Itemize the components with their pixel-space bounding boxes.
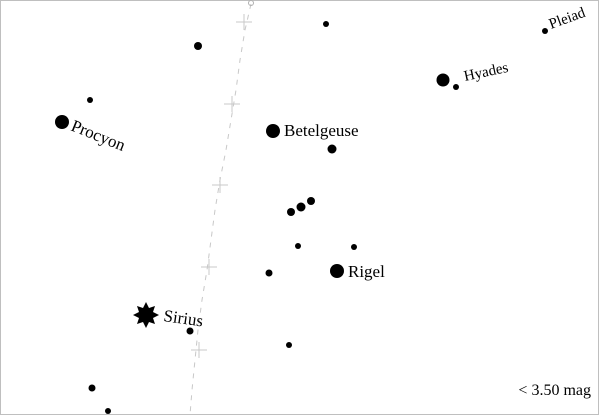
star-pleiades[interactable] bbox=[542, 28, 548, 34]
star[interactable] bbox=[87, 97, 93, 103]
star[interactable] bbox=[89, 385, 96, 392]
label-procyon: Procyon bbox=[69, 116, 129, 155]
label-hyades: Hyades bbox=[463, 60, 510, 85]
star-bellatrix[interactable] bbox=[328, 145, 337, 154]
star-sirius[interactable] bbox=[133, 302, 159, 328]
label-rigel: Rigel bbox=[348, 262, 385, 281]
star[interactable] bbox=[286, 342, 292, 348]
star-betelgeuse[interactable] bbox=[266, 124, 280, 138]
star[interactable] bbox=[453, 84, 459, 90]
tick-cross bbox=[212, 177, 228, 193]
star-saiph[interactable] bbox=[266, 270, 273, 277]
star-aldebaran[interactable] bbox=[437, 74, 450, 87]
star[interactable] bbox=[323, 21, 329, 27]
star[interactable] bbox=[351, 244, 357, 250]
star-procyon[interactable] bbox=[55, 115, 69, 129]
star-belt-mintaka[interactable] bbox=[287, 208, 295, 216]
star[interactable] bbox=[194, 42, 202, 50]
tick-cross bbox=[236, 14, 252, 30]
label-sirius: Sirius bbox=[162, 306, 204, 330]
guide-ticks bbox=[191, 14, 252, 358]
tick-cross bbox=[224, 96, 240, 112]
star-belt-alnilam[interactable] bbox=[297, 203, 306, 212]
star[interactable] bbox=[295, 243, 301, 249]
label-pleiades: Pleiad bbox=[547, 5, 588, 33]
magnitude-limit-label: < 3.50 mag bbox=[518, 382, 591, 399]
label-betelgeuse: Betelgeuse bbox=[284, 121, 359, 140]
star-belt-alnitak[interactable] bbox=[307, 197, 315, 205]
tick-cross bbox=[191, 342, 207, 358]
star-rigel[interactable] bbox=[330, 264, 344, 278]
star[interactable] bbox=[105, 408, 111, 414]
tick-cross bbox=[201, 259, 217, 275]
